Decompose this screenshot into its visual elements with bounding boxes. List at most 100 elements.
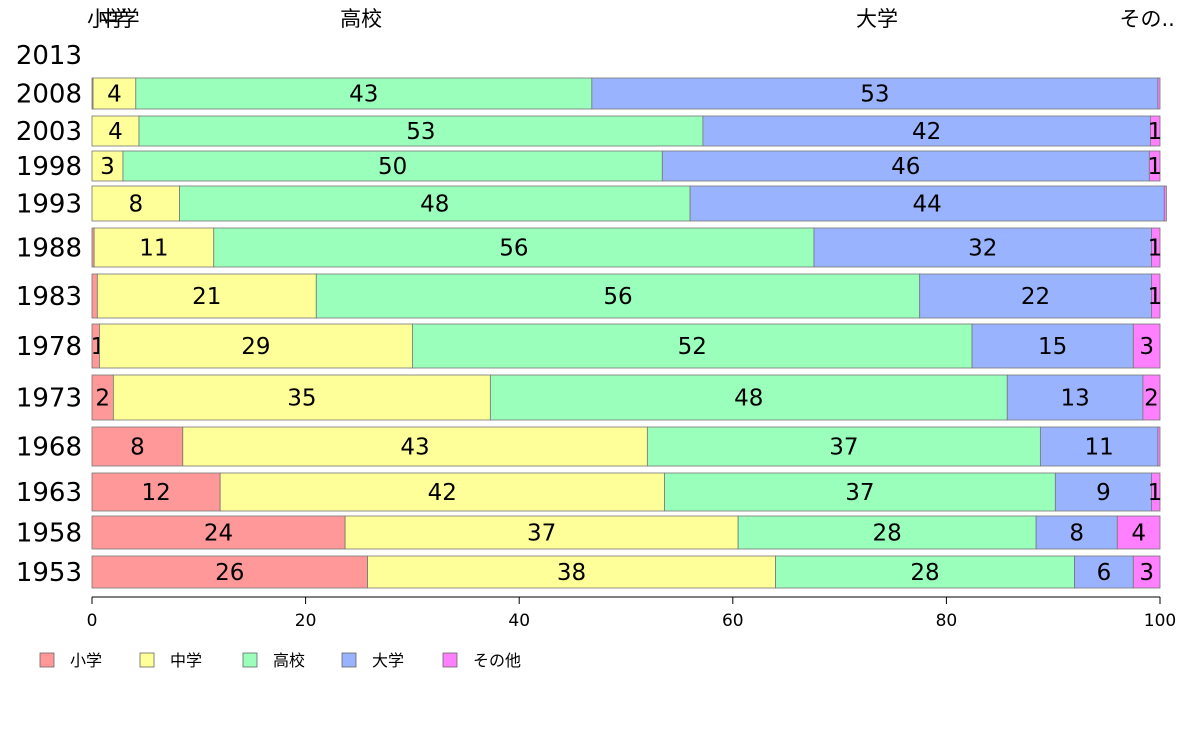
bar-segment <box>91 555 368 589</box>
bar-value-label: 8 <box>130 435 145 461</box>
bar-value-label: 48 <box>734 386 763 412</box>
top-category-label: 中学 <box>98 7 140 31</box>
year-label: 1958 <box>16 519 82 549</box>
bar-value-label: 15 <box>1038 334 1067 360</box>
bar-segment <box>1148 150 1161 182</box>
bar-segment <box>91 515 346 550</box>
year-label: 2008 <box>16 80 82 110</box>
legend-swatch <box>442 652 458 668</box>
bar-segment <box>138 115 704 147</box>
bar-value-label: 12 <box>141 480 170 506</box>
bar-value-label: 44 <box>913 192 942 218</box>
bar-value-label: 8 <box>128 192 143 218</box>
bar-segment <box>1151 472 1161 512</box>
bar-value-label: 42 <box>428 480 457 506</box>
bar-value-label: 42 <box>912 119 941 145</box>
bar-segment <box>99 323 413 369</box>
bar-segment <box>219 472 665 512</box>
bar-value-label: 1 <box>1148 119 1163 145</box>
bar-segment <box>689 185 1165 222</box>
legend-label: 中学 <box>170 651 202 670</box>
bar-value-label: 1 <box>1148 236 1163 262</box>
bar-value-label: 8 <box>1069 521 1084 547</box>
bar-value-label: 50 <box>378 154 407 180</box>
bar-segment <box>92 77 137 110</box>
bar-value-label: 1 <box>1147 154 1162 180</box>
x-tick-label: 0 <box>87 611 98 631</box>
bar-segment <box>1132 323 1161 369</box>
legend-label: 小学 <box>70 651 102 670</box>
bar-value-label: 22 <box>1021 284 1050 310</box>
bar-segment <box>367 555 776 589</box>
bar-value-label: 24 <box>204 521 233 547</box>
bar-value-label: 37 <box>845 480 874 506</box>
bar-value-label: 21 <box>192 284 221 310</box>
bar-segment <box>661 150 1150 182</box>
year-label: 1998 <box>16 152 82 182</box>
bar-value-label: 11 <box>139 236 168 262</box>
x-tick-label: 60 <box>722 611 744 631</box>
year-label: 1993 <box>16 190 82 220</box>
bar-segment <box>919 273 1152 319</box>
bar-value-label: 56 <box>603 284 632 310</box>
bar-value-label: 11 <box>1084 435 1113 461</box>
bar-value-label: 37 <box>527 521 556 547</box>
bar-segment <box>646 426 1041 467</box>
bar-segment <box>1151 273 1161 319</box>
bar-segment <box>1157 77 1161 110</box>
bar-segment <box>213 227 815 268</box>
bar-value-label: 1 <box>1148 284 1163 310</box>
bar-segment <box>91 426 184 467</box>
bar-value-label: 35 <box>287 386 316 412</box>
bar-segment <box>315 273 921 319</box>
bar-value-label: 53 <box>406 119 435 145</box>
bar-segment <box>813 227 1152 268</box>
bar-segment <box>93 227 215 268</box>
year-label: 1953 <box>16 558 82 588</box>
bar-value-label: 1 <box>1148 480 1163 506</box>
top-category-label: その.. <box>1120 7 1175 31</box>
bar-segment <box>664 472 1056 512</box>
bar-value-label: 28 <box>872 521 901 547</box>
top-category-label: 大学 <box>856 7 898 31</box>
bar-value-label: 38 <box>557 560 586 586</box>
bar-value-label: 29 <box>241 334 270 360</box>
bar-value-label: 13 <box>1060 386 1089 412</box>
top-category-label: 高校 <box>340 7 382 31</box>
bar-segment <box>702 115 1151 147</box>
bar-value-label: 3 <box>1139 560 1154 586</box>
legend-label: 高校 <box>273 651 305 670</box>
bar-value-label: 6 <box>1097 560 1112 586</box>
bar-segment <box>1151 227 1161 268</box>
bar-segment <box>737 515 1037 550</box>
top-category-label: 小学 <box>87 7 129 31</box>
bar-segment <box>112 374 491 421</box>
bar-segment <box>96 273 317 319</box>
year-label: 1968 <box>16 433 82 463</box>
bar-segment <box>1142 374 1161 421</box>
bar-value-label: 48 <box>420 192 449 218</box>
bar-segment <box>91 150 124 182</box>
bar-value-label: 4 <box>107 82 122 108</box>
bar-segment <box>122 150 663 182</box>
bar-value-label: 52 <box>678 334 707 360</box>
bar-segment <box>91 273 98 319</box>
bar-segment <box>91 472 221 512</box>
bar-value-label: 43 <box>349 82 378 108</box>
bar-value-label: 3 <box>1139 334 1154 360</box>
bar-segment <box>179 185 691 222</box>
legend-label: その他 <box>473 651 521 670</box>
bar-segment <box>1149 115 1161 147</box>
bar-value-label: 32 <box>968 236 997 262</box>
bar-segment <box>489 374 1008 421</box>
year-label: 1983 <box>16 282 82 312</box>
x-tick-label: 80 <box>936 611 958 631</box>
bar-value-label: 26 <box>215 560 244 586</box>
bar-value-label: 37 <box>829 435 858 461</box>
legend-swatch <box>39 652 55 668</box>
bar-segment <box>1035 515 1118 550</box>
bar-value-label: 4 <box>1131 521 1146 547</box>
bar-value-label: 28 <box>910 560 939 586</box>
year-label: 1978 <box>16 332 82 362</box>
